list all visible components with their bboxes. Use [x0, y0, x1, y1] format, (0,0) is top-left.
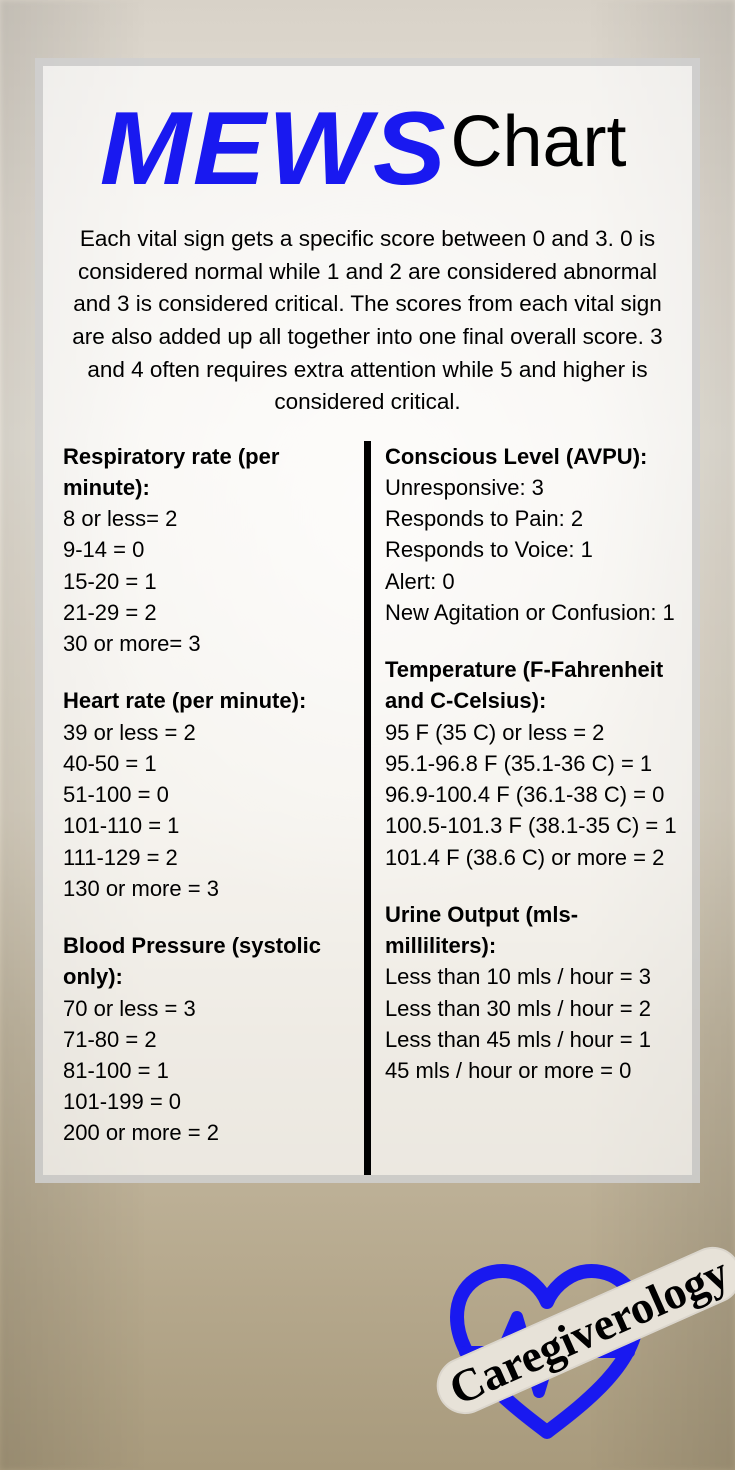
section-line: Responds to Voice: 1 — [385, 534, 678, 565]
section-line: 9-14 = 0 — [63, 534, 360, 565]
columns: Respiratory rate (per minute):8 or less=… — [53, 441, 682, 1175]
section-line: New Agitation or Confusion: 1 — [385, 597, 678, 628]
section-line: 21-29 = 2 — [63, 597, 360, 628]
section-title: Temperature (F-Fahrenheit and C-Celsius)… — [385, 654, 678, 716]
column-divider — [364, 441, 371, 1175]
section-line: 45 mls / hour or more = 0 — [385, 1055, 678, 1086]
section-line: 15-20 = 1 — [63, 566, 360, 597]
section-line: 100.5-101.3 F (38.1-35 C) = 1 — [385, 810, 678, 841]
right-section: Urine Output (mls-milliliters):Less than… — [385, 899, 678, 1086]
section-line: 95.1-96.8 F (35.1-36 C) = 1 — [385, 748, 678, 779]
section-line: 101.4 F (38.6 C) or more = 2 — [385, 842, 678, 873]
section-line: Less than 45 mls / hour = 1 — [385, 1024, 678, 1055]
mews-card: MEWS Chart Each vital sign gets a specif… — [35, 58, 700, 1183]
section-line: Alert: 0 — [385, 566, 678, 597]
section-line: 39 or less = 2 — [63, 717, 360, 748]
section-line: 81-100 = 1 — [63, 1055, 360, 1086]
section-title: Conscious Level (AVPU): — [385, 441, 678, 472]
title-sub: Chart — [450, 102, 626, 182]
left-column: Respiratory rate (per minute):8 or less=… — [53, 441, 364, 1175]
title-row: MEWS Chart — [53, 90, 682, 209]
section-line: 200 or more = 2 — [63, 1117, 360, 1148]
right-column: Conscious Level (AVPU):Unresponsive: 3Re… — [371, 441, 682, 1175]
section-line: 95 F (35 C) or less = 2 — [385, 717, 678, 748]
section-line: 111-129 = 2 — [63, 842, 360, 873]
section-line: 101-110 = 1 — [63, 810, 360, 841]
title-main: MEWS — [100, 90, 448, 209]
caregiverology-logo: Caregiverology — [417, 1242, 717, 1442]
section-line: 51-100 = 0 — [63, 779, 360, 810]
section-line: 101-199 = 0 — [63, 1086, 360, 1117]
left-section: Respiratory rate (per minute):8 or less=… — [63, 441, 360, 660]
section-line: 30 or more= 3 — [63, 628, 360, 659]
section-title: Heart rate (per minute): — [63, 685, 360, 716]
section-line: 70 or less = 3 — [63, 993, 360, 1024]
section-line: 130 or more = 3 — [63, 873, 360, 904]
section-title: Blood Pressure (systolic only): — [63, 930, 360, 992]
right-section: Conscious Level (AVPU):Unresponsive: 3Re… — [385, 441, 678, 628]
section-line: Less than 30 mls / hour = 2 — [385, 993, 678, 1024]
section-title: Urine Output (mls-milliliters): — [385, 899, 678, 961]
section-line: Less than 10 mls / hour = 3 — [385, 961, 678, 992]
intro-paragraph: Each vital sign gets a specific score be… — [53, 223, 682, 441]
section-line: 96.9-100.4 F (36.1-38 C) = 0 — [385, 779, 678, 810]
section-title: Respiratory rate (per minute): — [63, 441, 360, 503]
section-line: 8 or less= 2 — [63, 503, 360, 534]
section-line: 40-50 = 1 — [63, 748, 360, 779]
section-line: 71-80 = 2 — [63, 1024, 360, 1055]
left-section: Heart rate (per minute):39 or less = 240… — [63, 685, 360, 904]
right-section: Temperature (F-Fahrenheit and C-Celsius)… — [385, 654, 678, 873]
section-line: Unresponsive: 3 — [385, 472, 678, 503]
section-line: Responds to Pain: 2 — [385, 503, 678, 534]
left-section: Blood Pressure (systolic only):70 or les… — [63, 930, 360, 1149]
